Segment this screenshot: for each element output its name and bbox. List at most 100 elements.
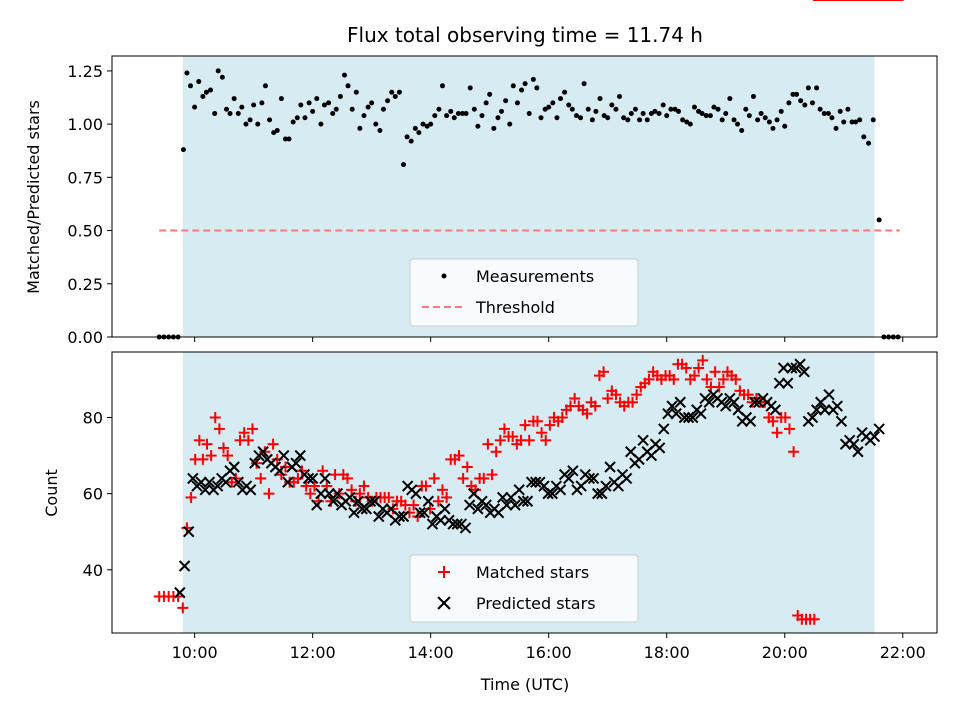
measurement-point (625, 117, 631, 123)
matched-star-point (693, 362, 705, 374)
measurement-point (554, 115, 560, 121)
measurement-point (444, 113, 450, 119)
measurement-point (357, 125, 363, 131)
measurement-point (750, 93, 756, 99)
measurement-point (404, 134, 410, 140)
predicted-star-point (852, 446, 864, 458)
measurement-point (743, 106, 749, 112)
matched-star-point (296, 465, 308, 477)
matched-star-point (246, 423, 258, 435)
matched-star-point (279, 461, 291, 473)
matched-star-point (581, 408, 593, 420)
x-tick-label: 16:00 (526, 643, 572, 662)
predicted-star-point (546, 487, 558, 500)
measurement-point (829, 115, 835, 121)
matched-star-point (767, 415, 779, 427)
measurement-point (262, 83, 268, 89)
measurement-point (342, 72, 348, 78)
predicted-star-point (695, 407, 707, 420)
predicted-star-point (439, 503, 451, 515)
matched-star-point (709, 366, 721, 378)
measurement-point (314, 96, 320, 102)
measurement-point (471, 106, 477, 112)
predicted-star-point (868, 430, 881, 443)
measurement-point (251, 102, 257, 108)
predicted-star-point (653, 442, 666, 454)
measurement-point (766, 119, 772, 125)
matched-star-point (321, 480, 333, 492)
matched-star-point (403, 507, 415, 519)
measurement-point (550, 100, 556, 106)
measurement-point (534, 85, 540, 91)
predicted-star-point (686, 411, 699, 424)
matched-star-point (428, 472, 440, 484)
matched-star-point (602, 392, 614, 404)
predicted-star-point (319, 472, 331, 485)
measurement-point (557, 96, 563, 102)
measurement-point (699, 110, 705, 116)
measurement-point (310, 108, 316, 114)
measurement-point (385, 98, 391, 104)
ratio-y-tick-label: 0.25 (67, 275, 103, 294)
matched-star-point (441, 491, 453, 503)
predicted-star-point (257, 446, 269, 458)
predicted-star-point (678, 411, 691, 424)
matched-star-point (408, 499, 420, 511)
predicted-star-point (620, 472, 633, 485)
predicted-star-point (282, 476, 294, 488)
predicted-star-point (232, 476, 244, 488)
measurement-point (451, 115, 457, 121)
measurement-point (652, 108, 658, 114)
measurement-point (428, 121, 434, 127)
matched-star-point (251, 457, 263, 469)
matched-star-point (230, 472, 242, 484)
matched-star-point (205, 450, 217, 462)
measurement-point (774, 117, 780, 123)
measurement-point (715, 106, 721, 112)
count-panel: 40 60 80 10:00 12:00 14:00 16:00 18:00 20:00 22:… (42, 0, 938, 694)
measurement-point (522, 81, 528, 87)
matched-star-point (779, 411, 791, 423)
measurement-point (853, 119, 859, 125)
measurement-point (267, 117, 273, 123)
predicted-star-point (873, 423, 885, 435)
measurement-point (817, 106, 823, 112)
matched-star-point (556, 411, 568, 423)
measurement-point (790, 91, 796, 97)
matched-star-point (333, 488, 345, 500)
measurement-point (510, 83, 516, 89)
predicted-star-point (521, 495, 534, 507)
measurement-point (333, 106, 339, 112)
matched-star-point (680, 362, 692, 374)
predicted-star-point (397, 510, 410, 523)
measurement-point (475, 123, 481, 129)
matched-star-point (346, 484, 358, 496)
predicted-stars-points (174, 358, 885, 599)
measurement-point (436, 106, 442, 112)
predicted-star-point (674, 396, 687, 408)
x-tick-label: 14:00 (408, 643, 454, 662)
x-tick-label: 10:00 (172, 643, 218, 662)
measurement-point (530, 76, 536, 82)
measurement-point (876, 217, 882, 223)
ratio-y-tick-label: 0.75 (67, 168, 103, 187)
predicted-star-point (835, 415, 848, 428)
predicted-star-point (418, 506, 430, 519)
predicted-star-point (786, 362, 798, 374)
matched-star-point (701, 373, 713, 385)
measurement-point (613, 106, 619, 112)
predicted-star-point (703, 396, 715, 408)
measurement-point (298, 102, 304, 108)
predicted-star-point (315, 487, 327, 500)
measurement-point (215, 68, 221, 74)
predicted-star-point (199, 484, 211, 496)
measurement-point (711, 104, 717, 110)
matched-star-point (313, 495, 325, 507)
measurement-point (349, 106, 355, 112)
predicted-star-point (769, 404, 782, 416)
measurement-point (746, 113, 752, 119)
measurement-point (668, 106, 674, 112)
matched-star-point (197, 453, 209, 465)
predicted-star-point (831, 400, 843, 412)
measurement-point (498, 108, 504, 114)
